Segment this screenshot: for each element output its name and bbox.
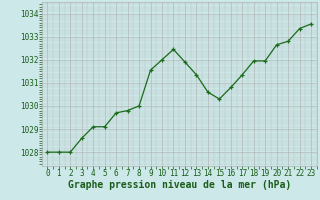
X-axis label: Graphe pression niveau de la mer (hPa): Graphe pression niveau de la mer (hPa) [68, 180, 291, 190]
